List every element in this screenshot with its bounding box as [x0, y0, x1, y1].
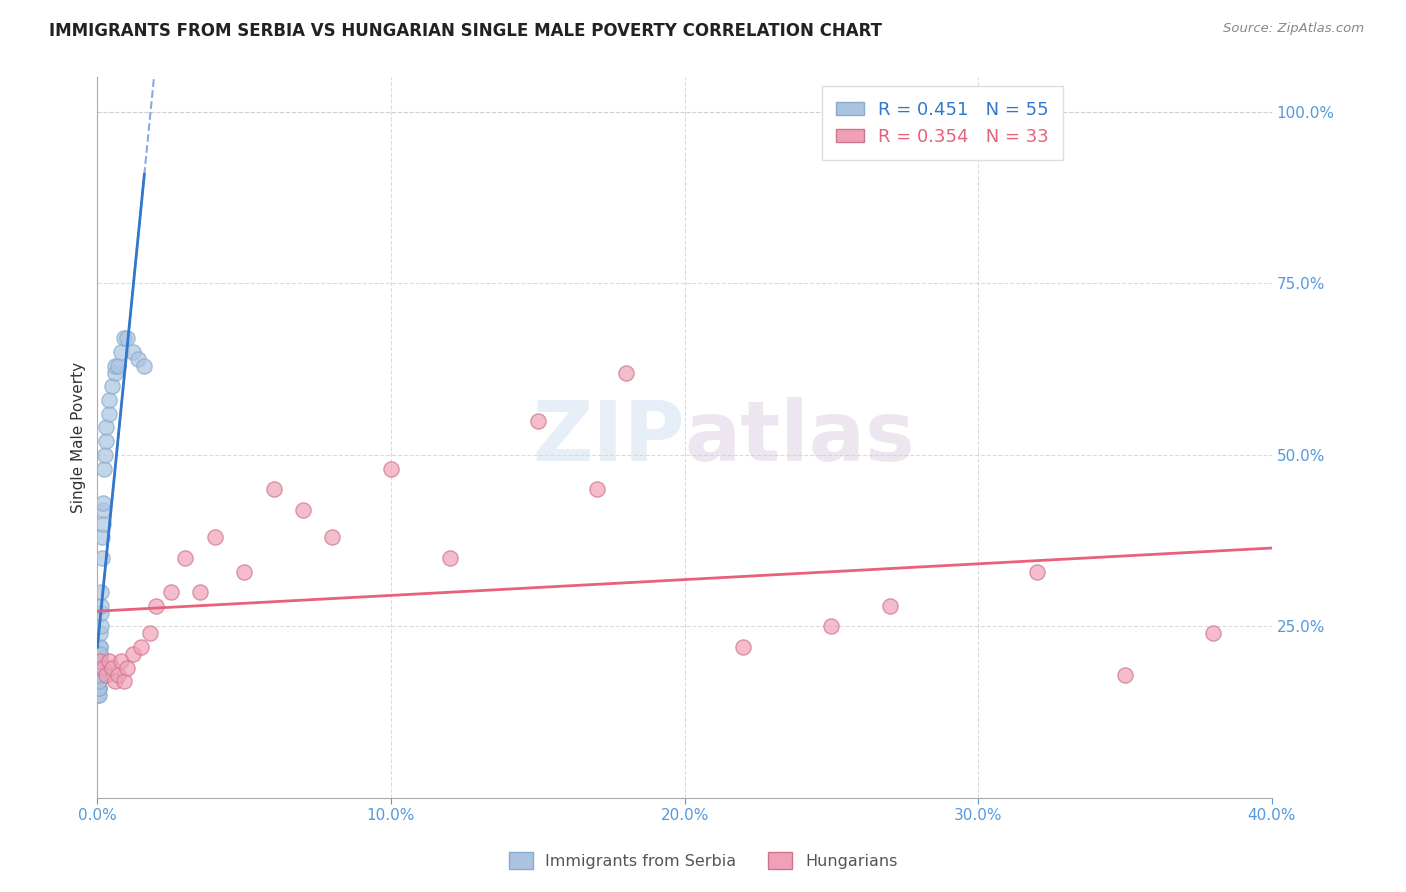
Text: IMMIGRANTS FROM SERBIA VS HUNGARIAN SINGLE MALE POVERTY CORRELATION CHART: IMMIGRANTS FROM SERBIA VS HUNGARIAN SING… [49, 22, 882, 40]
Point [89, 640, 111, 654]
Point [174, 550, 197, 565]
Point [1114, 667, 1136, 681]
Point [87, 674, 110, 689]
Point [733, 640, 755, 654]
Legend: R = 0.451   N = 55, R = 0.354   N = 33: R = 0.451 N = 55, R = 0.354 N = 33 [823, 87, 1063, 161]
Point [98, 654, 121, 668]
Point [1202, 626, 1225, 640]
Point [131, 640, 153, 654]
Point [89, 626, 111, 640]
Point [121, 647, 143, 661]
Point [91, 503, 114, 517]
Point [87, 674, 110, 689]
Text: Source: ZipAtlas.com: Source: ZipAtlas.com [1223, 22, 1364, 36]
Point [87, 674, 110, 689]
Point [91, 661, 114, 675]
Point [204, 530, 226, 544]
Point [87, 667, 110, 681]
Point [91, 530, 114, 544]
Y-axis label: Single Male Poverty: Single Male Poverty [72, 362, 86, 513]
Point [439, 550, 461, 565]
Point [91, 496, 114, 510]
Point [90, 606, 112, 620]
Point [93, 448, 115, 462]
Point [96, 667, 118, 681]
Point [87, 667, 110, 681]
Point [98, 407, 121, 421]
Point [585, 482, 607, 496]
Point [614, 366, 637, 380]
Point [87, 654, 110, 668]
Point [87, 681, 110, 696]
Point [112, 331, 135, 345]
Point [110, 654, 132, 668]
Point [1026, 565, 1049, 579]
Point [87, 688, 110, 702]
Point [87, 674, 110, 689]
Point [89, 654, 111, 668]
Point [291, 503, 314, 517]
Point [820, 619, 842, 633]
Point [93, 461, 115, 475]
Point [87, 681, 110, 696]
Point [527, 414, 550, 428]
Point [380, 461, 402, 475]
Point [121, 345, 143, 359]
Point [879, 599, 901, 613]
Point [112, 674, 135, 689]
Point [107, 359, 129, 373]
Point [87, 661, 110, 675]
Point [87, 681, 110, 696]
Point [87, 661, 110, 675]
Point [263, 482, 285, 496]
Point [90, 619, 112, 633]
Text: atlas: atlas [685, 397, 915, 478]
Point [89, 640, 111, 654]
Point [233, 565, 256, 579]
Point [145, 599, 167, 613]
Text: ZIP: ZIP [531, 397, 685, 478]
Point [104, 366, 127, 380]
Point [159, 585, 181, 599]
Point [134, 359, 156, 373]
Point [101, 661, 124, 675]
Legend: Immigrants from Serbia, Hungarians: Immigrants from Serbia, Hungarians [502, 846, 904, 875]
Point [104, 359, 127, 373]
Point [90, 585, 112, 599]
Point [87, 661, 110, 675]
Point [127, 351, 149, 366]
Point [90, 599, 112, 613]
Point [87, 667, 110, 681]
Point [321, 530, 343, 544]
Point [104, 674, 127, 689]
Point [87, 654, 110, 668]
Point [89, 674, 111, 689]
Point [87, 667, 110, 681]
Point [89, 654, 111, 668]
Point [90, 550, 112, 565]
Point [139, 626, 162, 640]
Point [110, 345, 132, 359]
Point [89, 667, 111, 681]
Point [101, 379, 124, 393]
Point [107, 667, 129, 681]
Point [89, 647, 111, 661]
Point [98, 392, 121, 407]
Point [89, 661, 111, 675]
Point [115, 331, 138, 345]
Point [89, 647, 111, 661]
Point [91, 516, 114, 531]
Point [115, 661, 138, 675]
Point [89, 654, 111, 668]
Point [188, 585, 211, 599]
Point [87, 654, 110, 668]
Point [96, 420, 118, 434]
Point [96, 434, 118, 449]
Point [87, 688, 110, 702]
Point [89, 661, 111, 675]
